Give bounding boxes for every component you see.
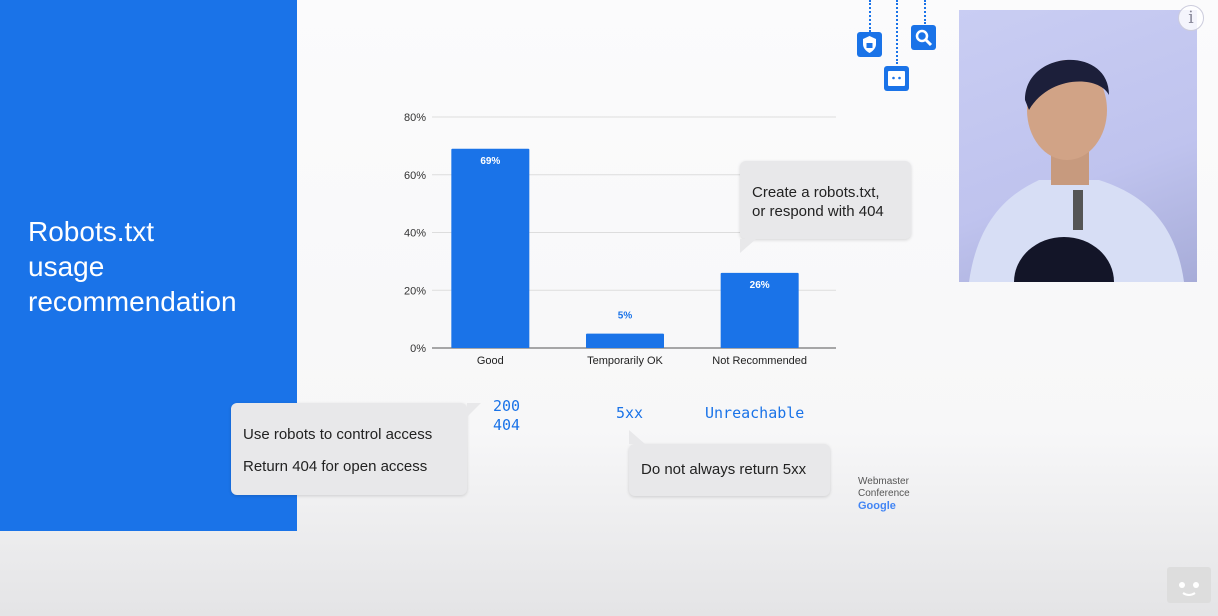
brand-line: Webmaster	[858, 476, 909, 487]
google-logo: Google	[858, 500, 896, 512]
callout-text: Create a robots.txt,	[752, 184, 880, 201]
y-tick-label: 40%	[404, 228, 426, 240]
callout-text: Do not always return 5xx	[641, 461, 807, 478]
robot-icon	[884, 66, 909, 91]
info-icon[interactable]: i	[1178, 5, 1204, 31]
code-good: 200 404	[493, 397, 520, 435]
conference-logo: Webmaster Conference Google	[858, 476, 910, 512]
code-404: 404	[493, 416, 521, 434]
search-icon	[911, 25, 936, 50]
bar	[586, 333, 664, 348]
lock-shield-icon	[857, 32, 882, 57]
bar-chart: 0% 20% 40% 60% 80% 69% Good 5% Temporarily OK 26%…	[404, 112, 836, 367]
callout-text: Use robots to control access	[243, 426, 433, 443]
speaker-figure	[969, 59, 1184, 282]
data-label: 26%	[750, 280, 770, 291]
title-line: recommendation	[28, 286, 237, 317]
callout-text: or respond with 404	[752, 203, 884, 220]
slide-title: Robots.txt usage recommendation	[28, 214, 288, 319]
callout-text: Return 404 for open access	[243, 458, 428, 475]
dotted-line	[869, 0, 871, 32]
x-tick-label: Not Recommended	[712, 355, 807, 367]
dotted-line	[924, 0, 926, 24]
brand-line: Conference	[858, 488, 910, 499]
data-label: 69%	[480, 156, 500, 167]
y-tick-label: 0%	[410, 343, 426, 355]
data-label: 5%	[618, 311, 633, 322]
robot-watermark-icon	[1167, 567, 1211, 603]
callout-left: Use robots to control access Return 404 …	[231, 403, 481, 495]
title-line: Robots.txt	[28, 216, 155, 247]
code-200: 200	[493, 397, 521, 415]
code-unreachable: Unreachable	[705, 404, 805, 422]
title-line: usage	[28, 251, 105, 282]
x-tick-label: Temporarily OK	[587, 355, 663, 367]
x-tick-label: Good	[477, 355, 504, 367]
bar	[720, 272, 799, 348]
callout-bottom: Do not always return 5xx	[629, 430, 830, 496]
callout-create-robots: Create a robots.txt, or respond with 404	[740, 161, 911, 253]
code-5xx: 5xx	[616, 404, 644, 422]
speaker-video	[959, 10, 1197, 282]
dotted-line	[896, 0, 898, 64]
y-tick-label: 60%	[404, 170, 426, 182]
y-tick-label: 20%	[404, 285, 426, 297]
y-tick-label: 80%	[404, 112, 426, 124]
bar	[451, 148, 530, 348]
